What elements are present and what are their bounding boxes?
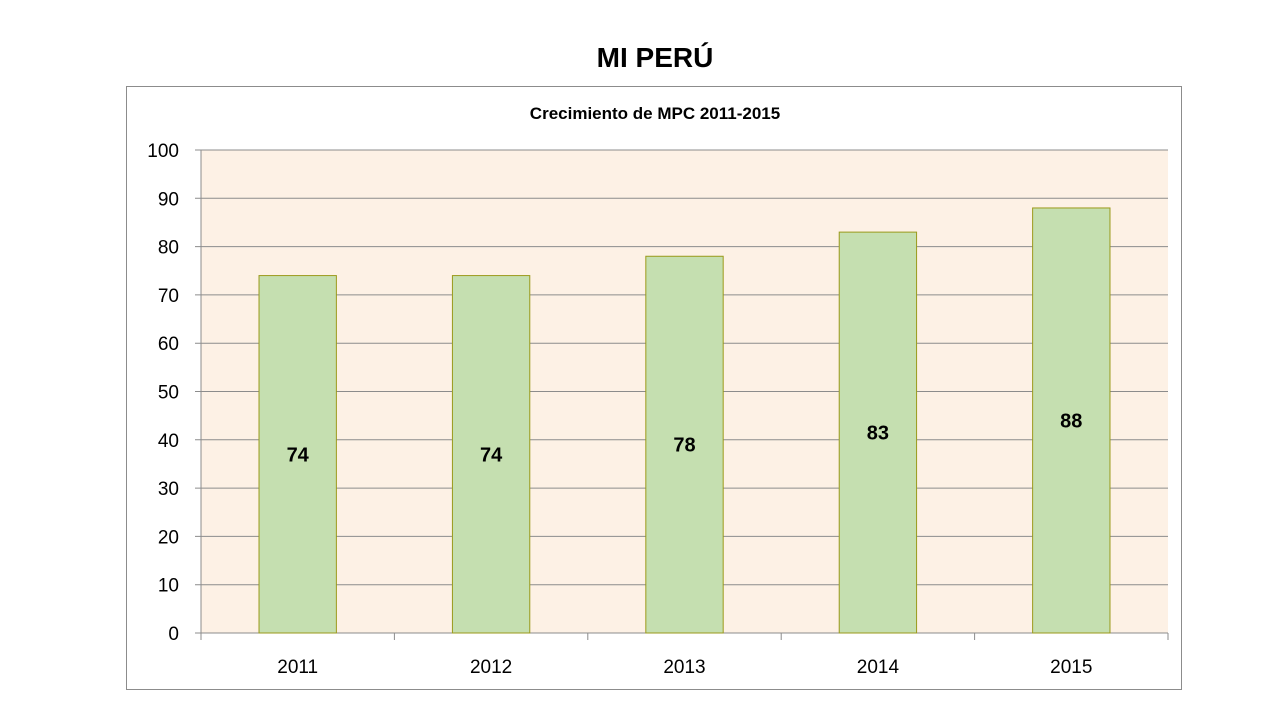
y-tick-label: 0 <box>168 624 179 645</box>
x-tick-label: 2015 <box>1050 657 1092 678</box>
x-tick-label: 2011 <box>277 657 318 678</box>
bar-2012 <box>451 275 531 634</box>
y-tick-label: 100 <box>147 141 179 162</box>
x-tick-label: 2013 <box>663 657 705 678</box>
x-tick-label: 2014 <box>857 657 900 678</box>
y-tick-label: 40 <box>158 431 179 452</box>
x-tick-label: 2012 <box>470 657 512 678</box>
y-tick-label: 80 <box>158 238 179 259</box>
y-tick-label: 10 <box>158 576 179 597</box>
y-tick-label: 70 <box>158 286 179 307</box>
data-label: 88 <box>1060 410 1082 432</box>
bar-2015 <box>1032 207 1111 634</box>
data-label: 74 <box>287 444 310 466</box>
page-title: MI PERÚ <box>596 42 714 73</box>
data-label: 78 <box>673 435 695 457</box>
chart-container: 0 10 20 30 40 50 60 70 80 90 100 74 2011 74 2012 78 2013… <box>126 86 1182 690</box>
chart-title: Crecimiento de MPC 2011-2015 <box>530 104 780 123</box>
y-tick-label: 30 <box>158 479 179 500</box>
y-tick-label: 90 <box>158 189 179 210</box>
bar-2013 <box>645 255 724 634</box>
data-label: 74 <box>480 444 503 466</box>
y-tick-label: 60 <box>158 334 179 355</box>
bar-2011 <box>258 275 337 634</box>
data-label: 83 <box>867 423 889 445</box>
y-tick-label: 20 <box>158 527 179 548</box>
bar-2014 <box>838 231 918 634</box>
bar-chart: 0 10 20 30 40 50 60 70 80 90 100 74 2011 74 2012 78 2013… <box>147 104 1169 678</box>
y-tick-label: 50 <box>158 383 179 404</box>
